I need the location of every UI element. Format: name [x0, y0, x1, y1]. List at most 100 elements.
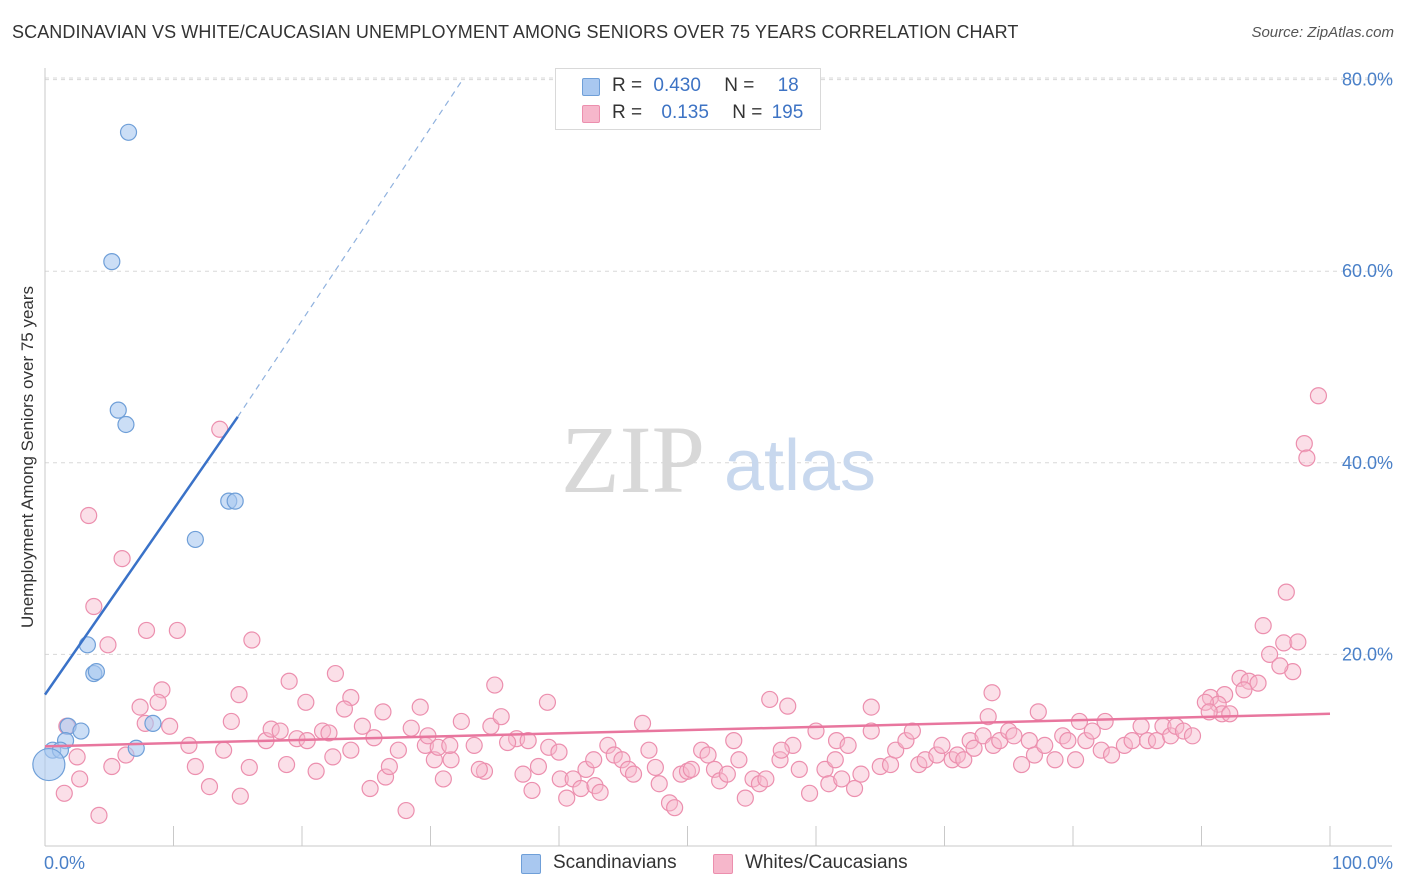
point-whites-106 — [640, 741, 658, 759]
point-whites-36 — [1249, 674, 1267, 692]
point-whites-23 — [326, 664, 345, 683]
point-whites-53 — [186, 757, 204, 776]
point-whites-109 — [660, 794, 679, 812]
point-whites-162 — [1036, 736, 1054, 755]
y-tick-label-40: 40.0% — [1342, 453, 1393, 473]
point-whites-67 — [320, 724, 338, 742]
legend-r-label: R = — [612, 102, 643, 123]
point-whites-9 — [1295, 435, 1313, 453]
point-scandinavians-11 — [72, 722, 90, 740]
point-whites-17 — [1271, 657, 1289, 675]
tick-labels: 20.0% 40.0% 60.0% 80.0% 0.0% 100.0% — [44, 70, 1393, 873]
point-whites-12 — [1254, 617, 1272, 635]
point-whites-51 — [161, 717, 179, 735]
point-whites-1 — [113, 549, 131, 568]
watermark-atlas: atlas — [724, 426, 876, 506]
point-whites-84 — [465, 736, 483, 755]
point-whites-124 — [757, 770, 775, 788]
point-whites-73 — [376, 768, 395, 786]
point-whites-90 — [523, 781, 541, 800]
point-whites-135 — [845, 779, 864, 798]
point-whites-20 — [131, 698, 149, 716]
series-whites-caucasians — [55, 387, 1328, 824]
point-whites-30 — [761, 690, 779, 709]
point-whites-176 — [1138, 732, 1157, 750]
point-whites-158 — [1012, 755, 1031, 774]
point-whites-104 — [624, 765, 643, 783]
point-whites-61 — [271, 722, 289, 740]
point-whites-119 — [725, 732, 743, 750]
point-whites-68 — [324, 748, 342, 766]
point-whites-128 — [800, 784, 819, 802]
point-whites-32 — [862, 698, 880, 716]
point-whites-11 — [1277, 583, 1295, 601]
point-scandinavians-9 — [87, 663, 106, 681]
point-whites-56 — [222, 712, 240, 731]
point-whites-133 — [833, 770, 851, 788]
legend-n-label: N = — [732, 102, 763, 123]
trend-lines — [43, 79, 1331, 748]
point-whites-146 — [933, 736, 951, 755]
point-whites-183 — [1196, 693, 1214, 711]
point-whites-44 — [68, 748, 86, 766]
point-whites-5 — [168, 621, 186, 640]
legend-stats-whites: R = 0.135 N = 195 — [612, 102, 803, 124]
point-whites-89 — [519, 732, 537, 750]
point-whites-191 — [499, 733, 517, 752]
legend-stats-scandinavians: R = 0.430 N = 18 — [612, 75, 799, 97]
legend-swatch-pink — [582, 105, 600, 123]
legend-n-label: N = — [724, 75, 755, 96]
point-whites-76 — [402, 719, 420, 737]
point-whites-142 — [903, 722, 921, 740]
point-whites-193 — [585, 751, 603, 769]
point-whites-113 — [682, 760, 700, 778]
point-whites-149 — [955, 751, 973, 769]
point-whites-153 — [979, 708, 997, 726]
point-whites-77 — [397, 801, 415, 820]
point-whites-168 — [1077, 732, 1095, 750]
point-whites-10 — [1298, 449, 1316, 467]
point-whites-52 — [180, 736, 198, 755]
point-whites-166 — [1066, 751, 1085, 769]
x-tick-label-min: 0.0% — [44, 853, 85, 873]
point-whites-96 — [572, 779, 590, 798]
point-whites-83 — [452, 712, 470, 731]
point-whites-71 — [361, 779, 379, 798]
point-whites-26 — [335, 700, 354, 718]
point-scandinavians-12 — [144, 714, 162, 732]
point-whites-187 — [514, 765, 532, 783]
point-scandinavians-17 — [32, 747, 66, 782]
watermark-zip: ZIP — [561, 406, 705, 513]
point-whites-186 — [470, 760, 488, 778]
point-whites-103 — [619, 760, 637, 778]
point-whites-192 — [550, 743, 568, 761]
point-whites-42 — [1221, 705, 1239, 723]
point-whites-58 — [240, 758, 258, 777]
point-whites-31 — [779, 697, 797, 715]
point-whites-81 — [434, 770, 452, 788]
y-tick-label-80: 80.0% — [1342, 70, 1393, 90]
point-whites-27 — [411, 698, 429, 716]
point-whites-170 — [1092, 741, 1110, 759]
point-whites-179 — [1162, 727, 1180, 745]
point-whites-188 — [374, 703, 392, 721]
point-whites-139 — [881, 755, 900, 774]
legend-r-value: 0.135 — [661, 102, 709, 123]
point-whites-87 — [492, 708, 510, 726]
point-whites-38 — [1216, 686, 1234, 704]
point-whites-0 — [80, 506, 98, 525]
point-scandinavians-6 — [186, 530, 204, 549]
point-whites-172 — [1102, 746, 1121, 764]
point-whites-28 — [486, 676, 504, 694]
point-whites-8 — [1309, 387, 1328, 405]
point-whites-91 — [529, 757, 548, 776]
point-whites-4 — [137, 621, 156, 640]
point-whites-74 — [380, 757, 398, 776]
point-whites-190 — [441, 736, 459, 755]
point-whites-29 — [538, 693, 557, 711]
point-whites-46 — [55, 784, 73, 802]
point-whites-138 — [871, 757, 889, 776]
point-whites-55 — [215, 741, 233, 759]
chart-title: SCANDINAVIAN VS WHITE/CAUCASIAN UNEMPLOY… — [12, 22, 1019, 42]
